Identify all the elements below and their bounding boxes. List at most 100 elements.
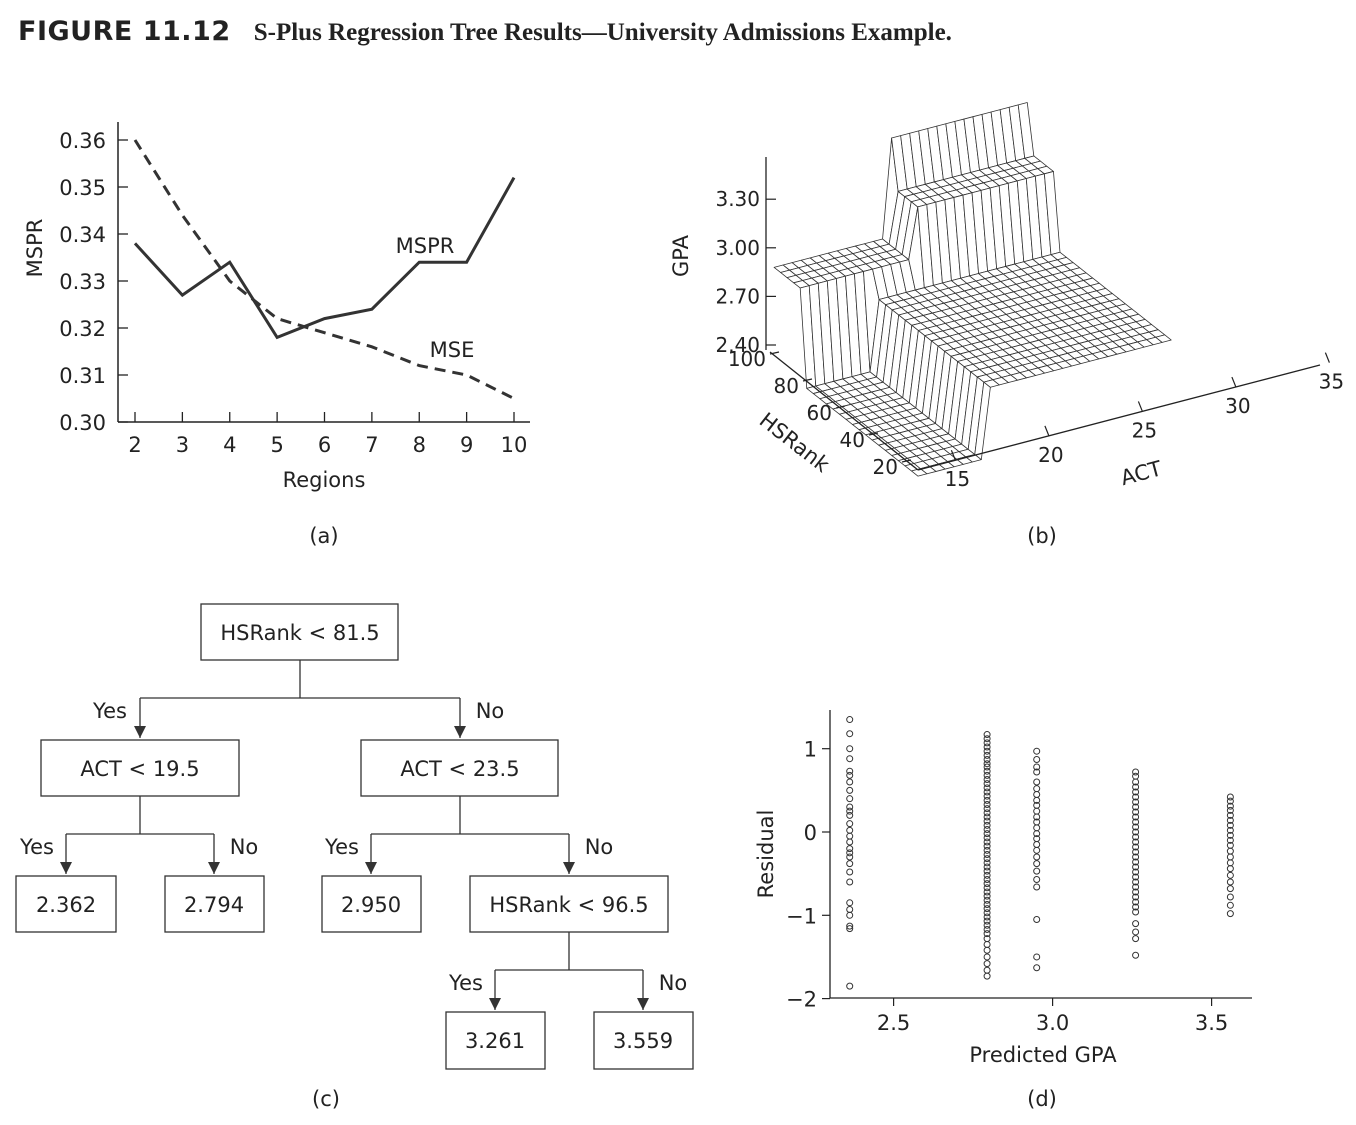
d-y-tick-label: −1 (786, 904, 817, 928)
a-x-tick-label: 4 (223, 433, 236, 457)
d-scatter-point (1132, 818, 1140, 826)
b-act-tick (1044, 425, 1050, 437)
d-scatter-point (983, 859, 991, 867)
a-y-tick-label: 0.30 (59, 411, 106, 435)
svg-text:HSRank < 96.5: HSRank < 96.5 (489, 893, 648, 917)
edge-label-yes-hsrank-96: Yes (448, 971, 483, 995)
d-scatter-point (1033, 778, 1041, 786)
b-act-tick-label: 30 (1225, 394, 1250, 418)
d-scatter-point (846, 795, 854, 803)
b-act-tick-label: 35 (1319, 370, 1344, 394)
b-hsrank-tick-label: 20 (873, 455, 898, 479)
d-scatter-point (1132, 920, 1140, 928)
b-surface-mesh (773, 102, 1172, 477)
d-scatter-point (983, 946, 991, 954)
d-scatter-point (846, 811, 854, 819)
d-scatter-point (1132, 772, 1140, 780)
a-y-axis-label: MSPR (23, 219, 47, 278)
d-scatter-point (983, 925, 991, 933)
d-scatter-point (1226, 847, 1234, 855)
b-hsrank-tick-label: 60 (807, 401, 832, 425)
b-z-axis-label: GPA (669, 234, 693, 277)
d-scatter-point (846, 716, 854, 724)
d-scatter-point (983, 846, 991, 854)
a-y-tick-label: 0.31 (59, 364, 106, 388)
d-scatter-point (1033, 860, 1041, 868)
b-z-tick-label: 2.40 (715, 333, 760, 357)
d-scatter-point (983, 826, 991, 834)
d-scatter-point (1226, 831, 1234, 839)
a-series-label-mse: MSE (430, 338, 475, 362)
d-scatter-point (983, 834, 991, 842)
d-scatter-point (983, 917, 991, 925)
d-scatter-point (983, 855, 991, 863)
d-scatter-point (846, 767, 854, 775)
d-scatter-point (1132, 838, 1140, 846)
d-scatter-point (1033, 853, 1041, 861)
d-scatter-point (1033, 768, 1041, 776)
a-x-tick-label: 7 (365, 433, 378, 457)
a-series-line-mse (133, 139, 515, 400)
d-scatter-point (1132, 768, 1140, 776)
d-scatter-point (1226, 793, 1234, 801)
d-scatter-point (846, 845, 854, 853)
a-x-tick-label: 5 (270, 433, 283, 457)
d-scatter-point (983, 880, 991, 888)
edge-label-no-act-23: No (585, 835, 614, 859)
d-scatter-point (983, 776, 991, 784)
d-scatter-point (846, 925, 854, 933)
panel-d-caption: (d) (1027, 1087, 1057, 1111)
b-hsrank-tick-label: 40 (840, 428, 865, 452)
d-scatter-point (846, 745, 854, 753)
d-x-tick-label: 3.5 (1195, 1011, 1228, 1035)
d-scatter-point (846, 922, 854, 930)
d-scatter-point (1226, 806, 1234, 814)
d-scatter-point (983, 813, 991, 821)
d-scatter-point (983, 735, 991, 743)
svg-text:HSRank < 81.5: HSRank < 81.5 (220, 621, 379, 645)
d-scatter-point (983, 867, 991, 875)
b-hsrank-tick (802, 378, 813, 382)
d-scatter-point (983, 972, 991, 980)
tree-leaf-2-950: 2.950 (321, 875, 422, 933)
d-scatter-point (846, 771, 854, 779)
d-scatter-point (983, 821, 991, 829)
d-scatter-point (1132, 803, 1140, 811)
tree-leaf-3-559: 3.559 (593, 1011, 694, 1070)
panel-d-scatter-plot: −2−101 2.5 3.0 3.5 Residual Predicted GPA … (754, 710, 1252, 1111)
b-hsrank-tick (901, 459, 912, 463)
d-scatter-point (1226, 811, 1234, 819)
svg-text:3.559: 3.559 (613, 1029, 673, 1053)
d-scatter-point (1132, 788, 1140, 796)
d-scatter-point (1033, 756, 1041, 764)
a-y-tick-label: 0.35 (59, 176, 106, 200)
d-scatter-point (1132, 888, 1140, 896)
a-y-tick-label: 0.33 (59, 270, 106, 294)
d-x-axis-label: Predicted GPA (969, 1043, 1117, 1067)
d-scatter-point (846, 905, 854, 913)
d-scatter-point (1226, 797, 1234, 805)
d-scatter-point (983, 743, 991, 751)
d-scatter-point (1033, 846, 1041, 854)
d-scatter-point (1132, 793, 1140, 801)
d-scatter-point (1132, 928, 1140, 936)
tree-node-act-19-5: ACT < 19.5 (40, 739, 240, 797)
b-act-tick-label: 20 (1038, 443, 1063, 467)
d-scatter-point (846, 878, 854, 886)
d-scatter-point (1132, 893, 1140, 901)
d-scatter-point (983, 884, 991, 892)
d-scatter-point (1226, 901, 1234, 909)
tree-node-act-23-5: ACT < 23.5 (360, 739, 559, 797)
b-hsrank-tick (835, 405, 846, 409)
d-scatter-point (1132, 828, 1140, 836)
d-scatter-point (1132, 798, 1140, 806)
d-scatter-point (983, 796, 991, 804)
d-scatter-point (1132, 843, 1140, 851)
edge-label-no-act-19: No (230, 835, 259, 859)
d-scatter-point (983, 940, 991, 948)
d-scatter-point (846, 911, 854, 919)
d-scatter-point (1033, 796, 1041, 804)
b-z-tick-label: 3.00 (715, 236, 760, 260)
d-scatter-point (846, 730, 854, 738)
